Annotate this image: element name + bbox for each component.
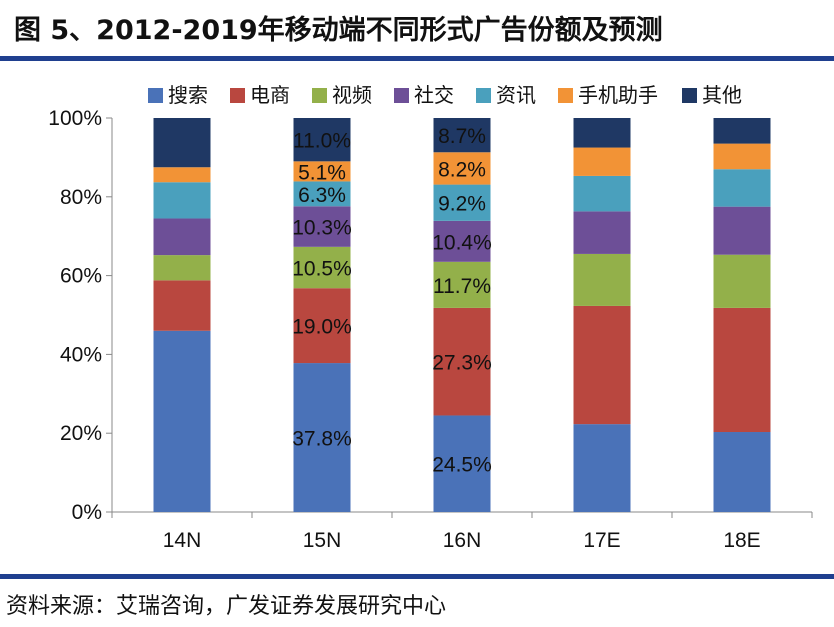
bar-15N-手机助手 [293, 161, 351, 182]
bar-15N-视频 [293, 246, 351, 289]
legend-label-6: 其他 [702, 83, 742, 107]
bar-15N-搜索 [293, 363, 351, 512]
bar-15N-资讯 [293, 181, 351, 207]
data-label-15N-视频: 10.5% [292, 258, 352, 281]
data-label-15N-资讯: 6.3% [298, 184, 346, 207]
bar-17E-资讯 [573, 175, 631, 212]
y-tick-label-5: 100% [48, 107, 102, 130]
data-label-16N-资讯: 9.2% [438, 193, 486, 216]
bar-16N-视频 [433, 261, 491, 308]
x-axis: 14N 15N 16N 17E 18E [111, 511, 813, 552]
bar-16N-社交 [433, 220, 491, 262]
x-tick-label-4: 18E [723, 529, 760, 552]
stacked-bar-chart: 搜索 电商 视频 社交 资讯 手机助手 其他 0% 20% 40% 60% 80% 100% 14N 15N… [48, 83, 813, 552]
data-label-16N-手机助手: 8.2% [438, 158, 486, 181]
x-tick-label-0: 14N [163, 529, 202, 552]
bar-15N-其他 [293, 118, 351, 162]
data-labels: 37.8% 19.0% 10.5% 10.3% 6.3%5.1% 11.0% 24.5% 27… [292, 125, 492, 477]
bar-17E-其他 [573, 118, 631, 148]
bar-17E-搜索 [573, 424, 631, 512]
data-label-16N-社交: 10.4% [432, 231, 492, 254]
bar-16N-手机助手 [433, 152, 491, 185]
bar-17E-电商 [573, 305, 631, 425]
data-label-15N-其他: 11.0% [293, 130, 351, 153]
bar-16N-搜索 [433, 415, 491, 512]
bar-14N-手机助手 [153, 167, 211, 183]
legend-label-2: 视频 [332, 83, 372, 107]
bar-14N-视频 [153, 255, 211, 281]
legend-label-3: 社交 [414, 83, 454, 107]
x-tick-label-1: 15N [303, 529, 342, 552]
legend-label-1: 电商 [250, 83, 290, 107]
bar-16N-电商 [433, 307, 491, 416]
data-label-16N-搜索: 24.5% [432, 454, 492, 477]
legend-label-5: 手机助手 [578, 83, 658, 107]
bar-15N-电商 [293, 288, 351, 364]
data-label-16N-其他: 8.7% [438, 125, 486, 148]
bar-18E-搜索 [713, 432, 771, 512]
y-tick-label-3: 60% [60, 265, 102, 288]
data-label-15N-搜索: 37.8% [292, 428, 352, 451]
y-tick-label-2: 40% [60, 343, 102, 366]
bar-17E-社交 [573, 211, 631, 254]
legend-swatch-3 [394, 88, 409, 103]
bar-14N-资讯 [153, 182, 211, 219]
bar-16N-资讯 [433, 184, 491, 221]
bar-18E-资讯 [713, 169, 771, 207]
y-tick-label-1: 20% [60, 422, 102, 445]
bottom-rule [0, 574, 834, 579]
bar-15N-社交 [293, 206, 351, 247]
bar-18E-社交 [713, 206, 771, 255]
y-axis: 0% 20% 40% 60% 80% 100% [48, 107, 113, 524]
bar-16N-其他 [433, 118, 491, 153]
bar-17E-视频 [573, 253, 631, 306]
x-tick-label-2: 16N [443, 529, 482, 552]
top-rule [0, 56, 834, 61]
legend-label-4: 资讯 [496, 83, 536, 107]
bars [153, 118, 771, 512]
bar-14N-社交 [153, 218, 211, 256]
figure-title: 图 5、2012-2019年移动端不同形式广告份额及预测 [14, 15, 663, 46]
bar-14N-其他 [153, 118, 211, 168]
source-note: 资料来源：艾瑞咨询，广发证券发展研究中心 [6, 594, 447, 619]
y-tick-label-4: 80% [60, 186, 102, 209]
bar-14N-搜索 [153, 330, 211, 512]
legend: 搜索 电商 视频 社交 资讯 手机助手 其他 [148, 83, 742, 107]
legend-swatch-2 [312, 88, 327, 103]
legend-swatch-4 [476, 88, 491, 103]
bar-18E-视频 [713, 254, 771, 308]
x-tick-label-3: 17E [583, 529, 620, 552]
bar-14N-电商 [153, 280, 211, 331]
bar-17E-手机助手 [573, 147, 631, 176]
bar-18E-手机助手 [713, 143, 771, 170]
data-label-16N-电商: 27.3% [432, 352, 492, 375]
legend-swatch-0 [148, 88, 163, 103]
y-tick-label-0: 0% [72, 501, 102, 524]
figure-header: 图 5、2012-2019年移动端不同形式广告份额及预测 [0, 0, 834, 56]
data-label-15N-电商: 19.0% [292, 316, 352, 339]
legend-swatch-5 [558, 88, 573, 103]
bar-18E-其他 [713, 118, 771, 144]
bar-18E-电商 [713, 307, 771, 433]
data-label-15N-社交: 10.3% [292, 217, 352, 240]
legend-label-0: 搜索 [168, 83, 208, 107]
data-label-15N-手机助手: 5.1% [298, 161, 346, 184]
legend-swatch-6 [682, 88, 697, 103]
data-label-16N-视频: 11.7% [433, 275, 491, 298]
legend-swatch-1 [230, 88, 245, 103]
